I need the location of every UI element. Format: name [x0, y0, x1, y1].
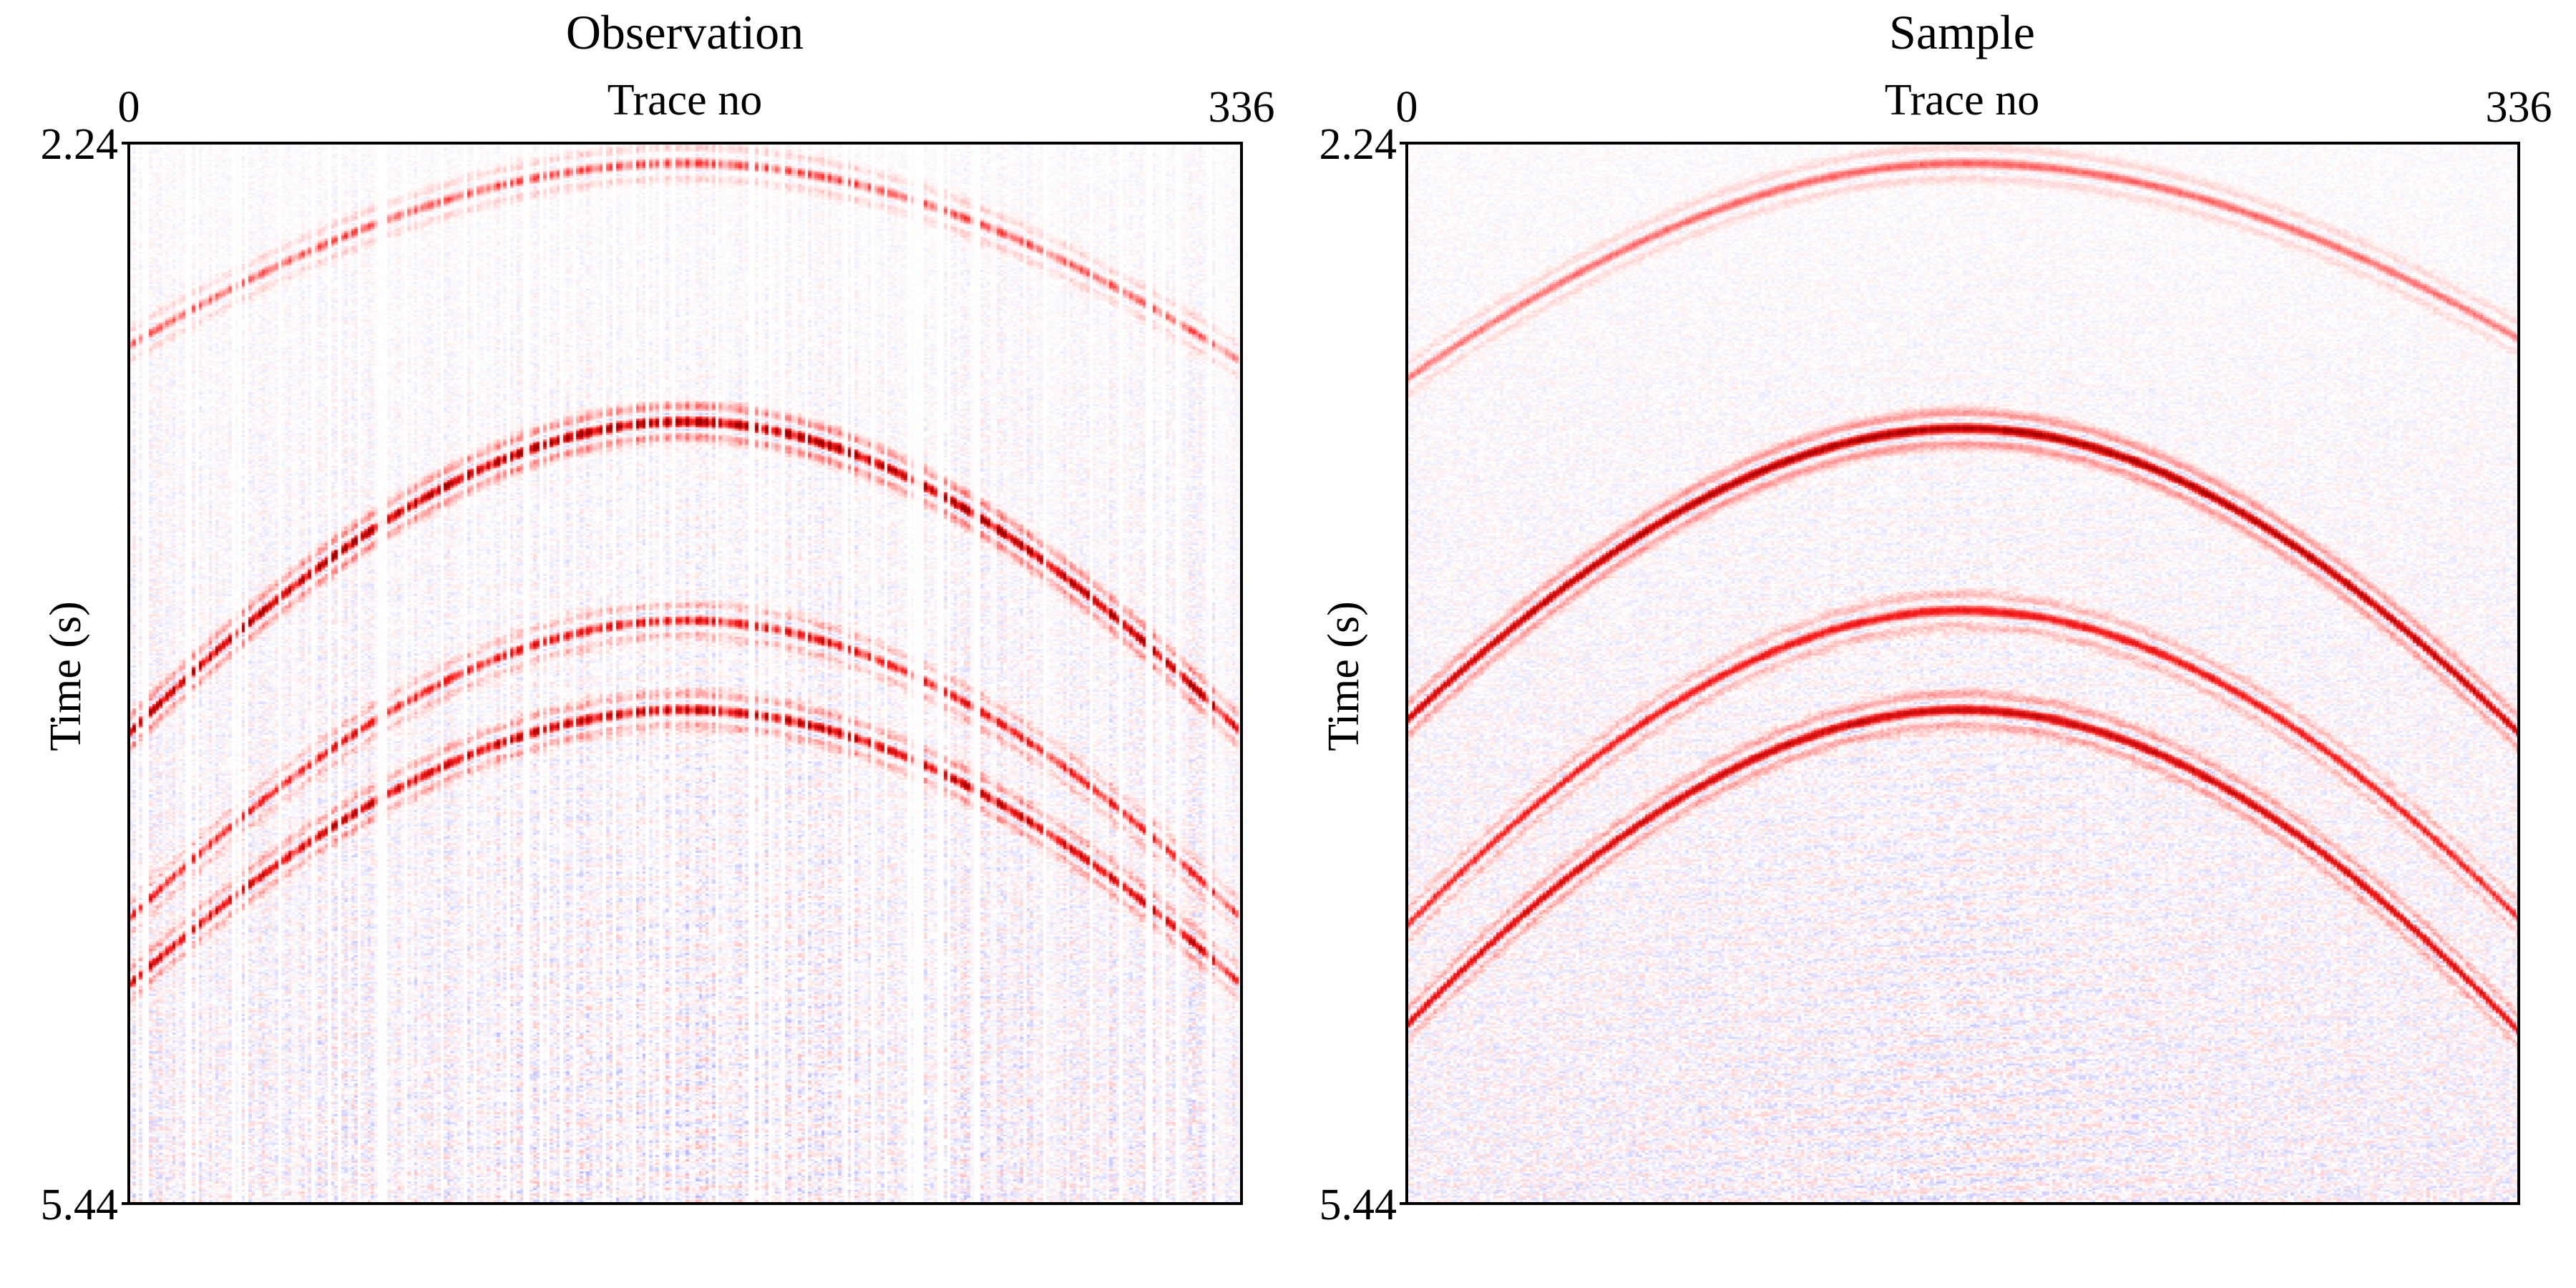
x-axis-label: Trace no	[608, 76, 762, 125]
x-tick-label-end: 336	[2486, 83, 2552, 132]
panel-title: Sample	[1889, 5, 2035, 59]
observation-seismic-image	[129, 143, 1241, 1204]
y-tick-label-top: 2.24	[1319, 120, 1397, 169]
y-tick-label-bottom: 5.44	[1319, 1181, 1397, 1229]
sample-panel: Sample Trace no 0 336 2.24 5.44 Time (s)	[1319, 5, 2552, 1229]
observation-panel: Observation Trace no 0 336 2.24 5.44 Tim…	[41, 5, 1275, 1229]
sample-seismic-image	[1407, 143, 2519, 1204]
plot-frame	[1405, 142, 2520, 1205]
x-tick-label-end: 336	[1209, 83, 1275, 132]
y-tick-label-top: 2.24	[41, 120, 119, 169]
y-axis-label: Time (s)	[1319, 601, 1368, 751]
x-tick-label-start: 0	[118, 83, 140, 132]
panel-title: Observation	[566, 5, 804, 59]
plot-frame	[127, 142, 1243, 1205]
x-axis-label: Trace no	[1885, 76, 2039, 125]
x-tick-label-start: 0	[1396, 83, 1418, 132]
y-tick-label-bottom: 5.44	[41, 1181, 119, 1229]
y-axis-label: Time (s)	[42, 601, 90, 751]
